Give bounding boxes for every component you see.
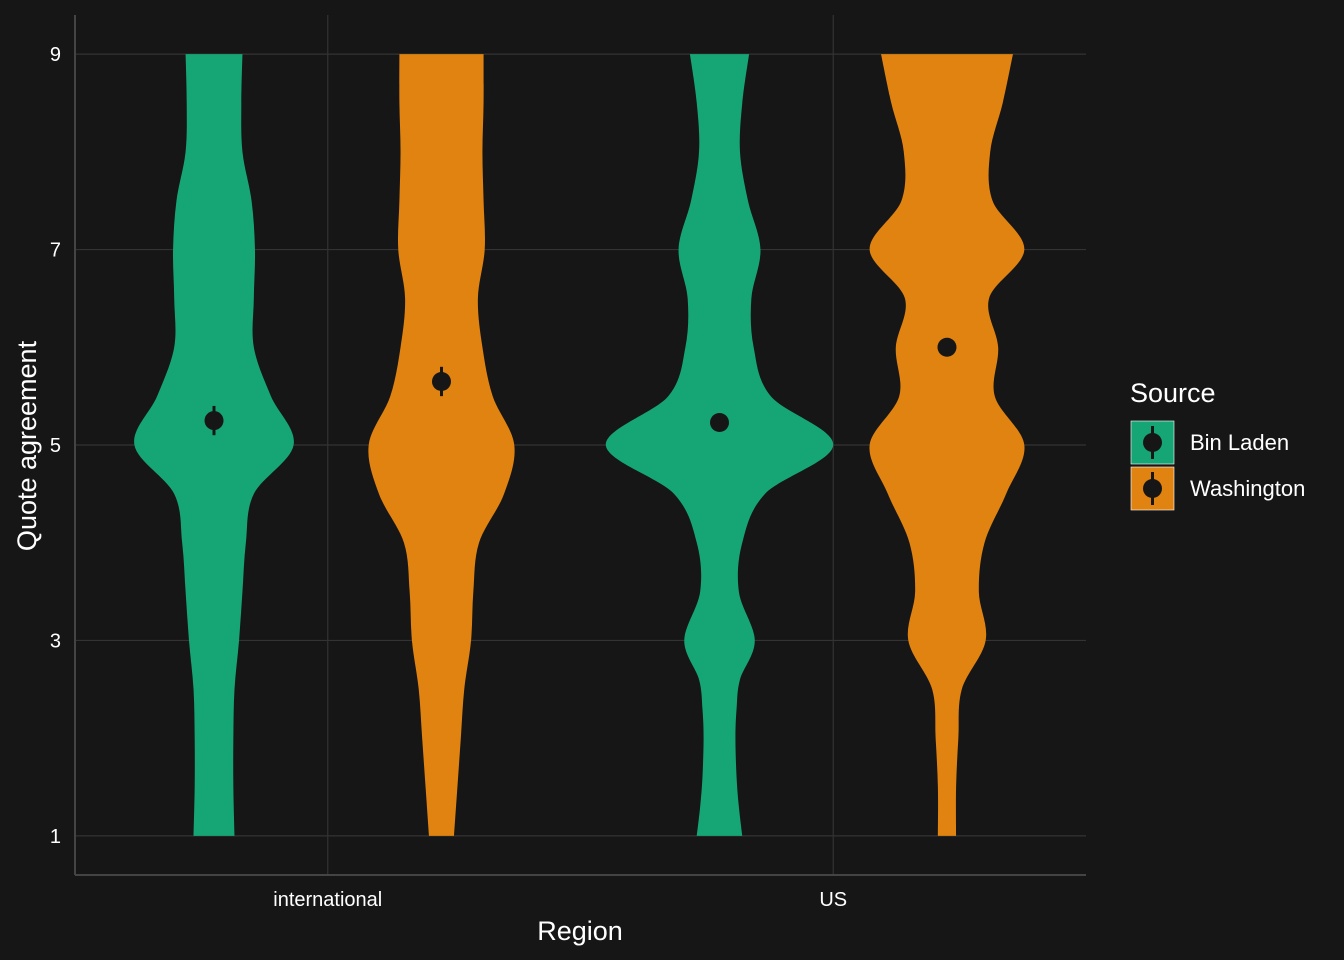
legend-label-bin-laden: Bin Laden <box>1190 430 1289 455</box>
legend-title: Source <box>1130 378 1216 408</box>
legend-label-washington: Washington <box>1190 476 1305 501</box>
mean-point-washington-us <box>937 337 957 357</box>
y-axis-title: Quote agreement <box>12 340 42 551</box>
tick-labels: 1 3 5 7 9 international US <box>50 44 847 911</box>
legend-key-point-washington <box>1143 479 1162 498</box>
x-tick-label-0: international <box>273 889 382 911</box>
violin-bin-laden-international <box>134 54 294 836</box>
y-tick-label-1: 3 <box>50 630 61 652</box>
violin-washington-international <box>368 54 515 836</box>
legend-key-point-bin-laden <box>1143 433 1162 452</box>
y-tick-label-2: 5 <box>50 435 61 457</box>
x-axis-title: Region <box>537 916 623 946</box>
y-tick-label-3: 7 <box>50 240 61 262</box>
violin-washington-us <box>869 54 1025 836</box>
mean-point-bin-laden-us <box>710 413 730 433</box>
mean-points <box>204 337 957 436</box>
mean-point-washington-international <box>431 371 451 391</box>
violin-bin-laden-us <box>605 54 834 836</box>
violins <box>134 54 1025 836</box>
axes <box>74 15 1086 876</box>
y-tick-label-0: 1 <box>50 826 61 848</box>
mean-point-bin-laden-international <box>204 411 224 431</box>
legend: Source Bin Laden Washington <box>1130 378 1305 511</box>
x-tick-label-1: US <box>819 889 847 911</box>
y-tick-label-4: 9 <box>50 44 61 66</box>
